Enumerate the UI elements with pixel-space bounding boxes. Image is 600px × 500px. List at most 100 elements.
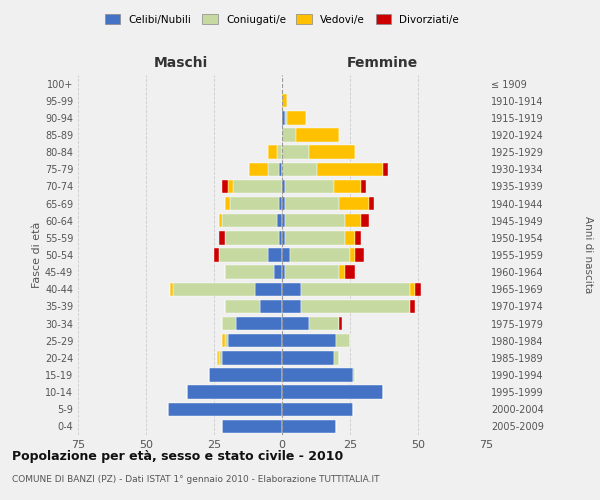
Bar <box>282 146 309 159</box>
Bar <box>236 317 282 330</box>
Bar <box>350 248 355 262</box>
Bar <box>260 300 282 313</box>
Bar <box>285 111 287 124</box>
Bar <box>220 231 225 244</box>
Bar <box>410 282 415 296</box>
Bar <box>282 214 285 228</box>
Bar <box>217 351 220 364</box>
Text: Femmine: Femmine <box>347 56 418 70</box>
Bar <box>282 402 353 416</box>
Bar <box>355 248 364 262</box>
Bar <box>285 266 339 279</box>
Bar <box>334 180 361 193</box>
Bar <box>250 162 268 176</box>
Bar <box>282 282 301 296</box>
Bar <box>222 351 282 364</box>
Bar <box>361 214 369 228</box>
Bar <box>220 248 268 262</box>
Bar <box>222 317 236 330</box>
Bar <box>282 266 285 279</box>
Bar <box>309 317 339 330</box>
Bar <box>274 266 282 279</box>
Bar <box>282 300 301 313</box>
Bar <box>173 282 255 296</box>
Bar <box>220 214 222 228</box>
Bar <box>282 162 317 176</box>
Bar <box>339 266 344 279</box>
Text: COMUNE DI BANZI (PZ) - Dati ISTAT 1° gennaio 2010 - Elaborazione TUTTITALIA.IT: COMUNE DI BANZI (PZ) - Dati ISTAT 1° gen… <box>12 475 380 484</box>
Bar <box>233 180 282 193</box>
Bar <box>287 111 307 124</box>
Text: Popolazione per età, sesso e stato civile - 2010: Popolazione per età, sesso e stato civil… <box>12 450 343 463</box>
Bar <box>187 386 282 399</box>
Bar <box>415 282 421 296</box>
Bar <box>277 146 282 159</box>
Bar <box>282 248 290 262</box>
Bar <box>290 248 350 262</box>
Text: Anni di nascita: Anni di nascita <box>583 216 593 294</box>
Bar <box>282 420 337 433</box>
Y-axis label: Fasce di età: Fasce di età <box>32 222 42 288</box>
Bar <box>339 197 369 210</box>
Bar <box>225 197 230 210</box>
Bar <box>225 334 227 347</box>
Bar <box>268 248 282 262</box>
Bar <box>344 266 355 279</box>
Bar <box>282 180 285 193</box>
Bar <box>301 282 410 296</box>
Bar <box>282 197 285 210</box>
Bar <box>168 402 282 416</box>
Bar <box>225 231 279 244</box>
Bar <box>285 231 344 244</box>
Bar <box>222 180 227 193</box>
Bar <box>282 386 383 399</box>
Bar <box>268 146 277 159</box>
Bar <box>227 334 282 347</box>
Bar <box>279 162 282 176</box>
Bar <box>282 317 309 330</box>
Bar <box>222 214 277 228</box>
Bar <box>222 334 225 347</box>
Bar <box>369 197 374 210</box>
Bar <box>344 214 361 228</box>
Bar <box>410 300 415 313</box>
Legend: Celibi/Nubili, Coniugati/e, Vedovi/e, Divorziati/e: Celibi/Nubili, Coniugati/e, Vedovi/e, Di… <box>101 10 463 29</box>
Bar <box>361 180 367 193</box>
Bar <box>170 282 173 296</box>
Bar <box>282 128 296 141</box>
Bar <box>383 162 388 176</box>
Bar <box>317 162 383 176</box>
Bar <box>277 214 282 228</box>
Bar <box>339 317 342 330</box>
Bar <box>344 231 355 244</box>
Bar <box>227 180 233 193</box>
Bar <box>279 197 282 210</box>
Bar <box>282 334 337 347</box>
Bar <box>353 368 355 382</box>
Bar <box>282 231 285 244</box>
Bar <box>282 351 334 364</box>
Bar <box>214 248 220 262</box>
Bar <box>279 231 282 244</box>
Bar <box>309 146 355 159</box>
Bar <box>268 162 279 176</box>
Bar <box>255 282 282 296</box>
Bar <box>225 300 260 313</box>
Bar <box>355 231 361 244</box>
Bar <box>337 334 350 347</box>
Bar <box>282 94 287 108</box>
Bar <box>334 351 339 364</box>
Text: Maschi: Maschi <box>154 56 208 70</box>
Bar <box>222 420 282 433</box>
Bar <box>296 128 339 141</box>
Bar <box>230 197 279 210</box>
Bar <box>282 368 353 382</box>
Bar <box>285 197 339 210</box>
Bar <box>225 266 274 279</box>
Bar <box>285 180 334 193</box>
Bar <box>282 111 285 124</box>
Bar <box>285 214 344 228</box>
Bar <box>220 351 222 364</box>
Bar <box>301 300 410 313</box>
Bar <box>209 368 282 382</box>
